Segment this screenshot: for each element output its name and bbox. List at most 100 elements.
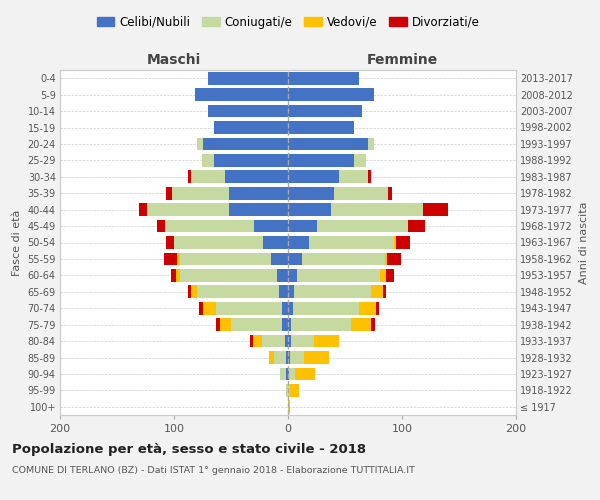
Bar: [229, 187, 288, 200]
Bar: [203, 138, 288, 150]
Bar: [283, 318, 288, 331]
Bar: [288, 170, 340, 183]
Bar: [208, 104, 288, 118]
Bar: [199, 302, 203, 314]
Bar: [385, 252, 387, 266]
Bar: [288, 252, 302, 266]
Bar: [288, 72, 359, 85]
Bar: [214, 121, 288, 134]
Bar: [284, 334, 288, 347]
Bar: [253, 334, 262, 347]
Bar: [293, 302, 359, 314]
Bar: [286, 368, 288, 380]
Bar: [387, 252, 401, 266]
Bar: [166, 236, 174, 249]
Bar: [422, 203, 448, 216]
Bar: [286, 351, 288, 364]
Bar: [302, 252, 385, 266]
Bar: [288, 269, 297, 282]
Bar: [304, 351, 329, 364]
Bar: [383, 286, 386, 298]
Bar: [288, 154, 354, 167]
Bar: [188, 170, 191, 183]
Bar: [197, 286, 279, 298]
Bar: [174, 236, 263, 249]
Bar: [394, 236, 396, 249]
Bar: [274, 351, 286, 364]
Bar: [139, 203, 146, 216]
Bar: [191, 170, 226, 183]
Bar: [288, 220, 317, 232]
Bar: [166, 187, 172, 200]
Bar: [176, 269, 180, 282]
Bar: [263, 236, 288, 249]
Y-axis label: Anni di nascita: Anni di nascita: [578, 201, 589, 283]
Bar: [288, 187, 334, 200]
Bar: [294, 286, 371, 298]
Bar: [214, 154, 288, 167]
Bar: [292, 318, 351, 331]
Bar: [340, 170, 368, 183]
Bar: [386, 269, 394, 282]
Bar: [288, 286, 294, 298]
Bar: [408, 220, 425, 232]
Bar: [380, 269, 386, 282]
Text: Femmine: Femmine: [367, 54, 437, 68]
Bar: [290, 351, 304, 364]
Text: COMUNE DI TERLANO (BZ) - Dati ISTAT 1° gennaio 2018 - Elaborazione TUTTITALIA.IT: COMUNE DI TERLANO (BZ) - Dati ISTAT 1° g…: [12, 466, 415, 475]
Y-axis label: Fasce di età: Fasce di età: [12, 210, 22, 276]
Bar: [226, 170, 288, 183]
Bar: [288, 203, 331, 216]
Bar: [334, 187, 388, 200]
Bar: [164, 252, 178, 266]
Text: Maschi: Maschi: [147, 54, 201, 68]
Bar: [165, 220, 254, 232]
Legend: Celibi/Nubili, Coniugati/e, Vedovi/e, Divorziati/e: Celibi/Nubili, Coniugati/e, Vedovi/e, Di…: [97, 16, 479, 28]
Bar: [288, 236, 308, 249]
Bar: [216, 318, 220, 331]
Bar: [376, 302, 379, 314]
Bar: [397, 236, 410, 249]
Bar: [288, 318, 292, 331]
Bar: [283, 302, 288, 314]
Bar: [194, 88, 288, 101]
Bar: [297, 269, 380, 282]
Bar: [371, 318, 374, 331]
Bar: [288, 351, 290, 364]
Bar: [371, 286, 383, 298]
Bar: [157, 220, 165, 232]
Bar: [220, 318, 231, 331]
Bar: [271, 252, 288, 266]
Bar: [314, 334, 340, 347]
Bar: [331, 203, 422, 216]
Bar: [350, 318, 371, 331]
Bar: [368, 170, 371, 183]
Bar: [262, 334, 284, 347]
Bar: [368, 138, 373, 150]
Bar: [388, 187, 392, 200]
Bar: [288, 368, 289, 380]
Bar: [202, 154, 214, 167]
Bar: [231, 318, 283, 331]
Bar: [288, 334, 292, 347]
Bar: [269, 351, 274, 364]
Bar: [178, 252, 180, 266]
Bar: [197, 138, 203, 150]
Bar: [295, 368, 316, 380]
Bar: [216, 302, 283, 314]
Bar: [288, 104, 362, 118]
Bar: [288, 121, 354, 134]
Bar: [250, 334, 253, 347]
Bar: [191, 286, 197, 298]
Bar: [292, 334, 314, 347]
Text: Popolazione per età, sesso e stato civile - 2018: Popolazione per età, sesso e stato civil…: [12, 442, 366, 456]
Bar: [288, 88, 373, 101]
Bar: [229, 203, 288, 216]
Bar: [203, 302, 216, 314]
Bar: [359, 302, 376, 314]
Bar: [188, 286, 191, 298]
Bar: [279, 286, 288, 298]
Bar: [146, 203, 229, 216]
Bar: [289, 368, 295, 380]
Bar: [172, 187, 229, 200]
